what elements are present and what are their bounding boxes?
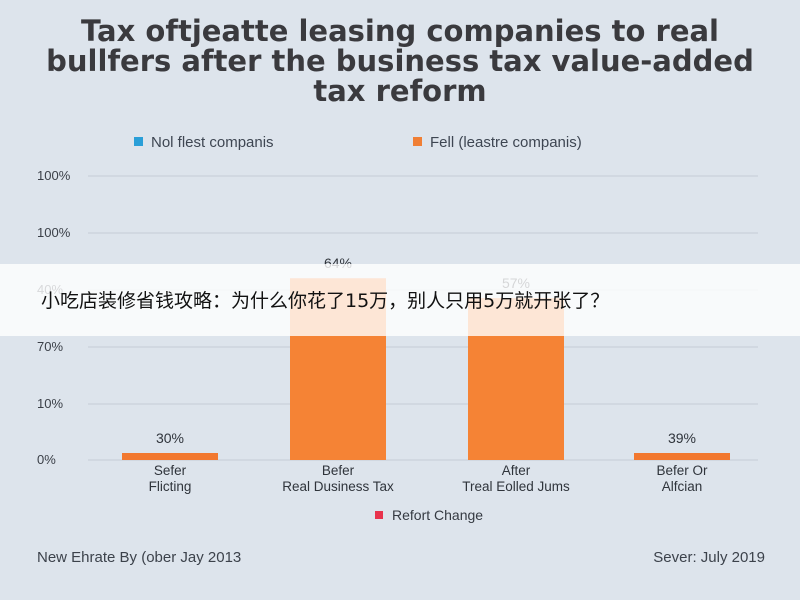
y-tick-label: 0%: [37, 452, 56, 467]
x-tick-label: Befer: [322, 463, 355, 478]
y-tick-label: 70%: [37, 339, 63, 354]
y-tick-label: 100%: [37, 168, 71, 183]
footer-right-note: Sever: July 2019: [653, 549, 765, 566]
x-tick-label: Alfcian: [662, 479, 703, 494]
y-tick-label: 100%: [37, 225, 71, 240]
footer-left-note: New Ehrate By (ober Jay 2013: [37, 549, 242, 566]
x-tick-label: After: [502, 463, 531, 478]
legend-item-not-fleet: Nol flest companis: [134, 134, 274, 151]
x-tick-label: Flicting: [149, 479, 192, 494]
x-tick-label: Befer Or: [656, 463, 708, 478]
legend-swatch-orange: [413, 137, 422, 146]
caption-banner: 小吃店装修省钱攻略：为什么你花了15万，别人只用5万就开张了？: [0, 264, 800, 336]
legend-label-not-fleet: Nol flest companis: [151, 134, 274, 151]
data-label: 30%: [156, 430, 184, 446]
data-label: 39%: [668, 430, 696, 446]
bar: [634, 453, 730, 460]
bar: [122, 453, 218, 460]
legend-swatch-blue: [134, 137, 143, 146]
caption-banner-text: 小吃店装修省钱攻略：为什么你花了15万，别人只用5万就开张了？: [41, 290, 610, 312]
x-tick-label: Real Dusiness Tax: [282, 479, 394, 494]
chart-title: Tax oftjeatte leasing companies to real …: [46, 14, 754, 108]
legend-label-fell: Fell (leastre companis): [430, 134, 582, 151]
annotation-swatch: [375, 511, 383, 519]
x-tick-label: Treal Eolled Jums: [462, 479, 570, 494]
y-tick-label: 10%: [37, 396, 63, 411]
legend-item-fell: Fell (leastre companis): [413, 134, 582, 151]
chart-annotation: Refort Change: [375, 507, 483, 523]
annotation-label: Refort Change: [392, 507, 484, 523]
x-tick-label: Sefer: [154, 463, 187, 478]
